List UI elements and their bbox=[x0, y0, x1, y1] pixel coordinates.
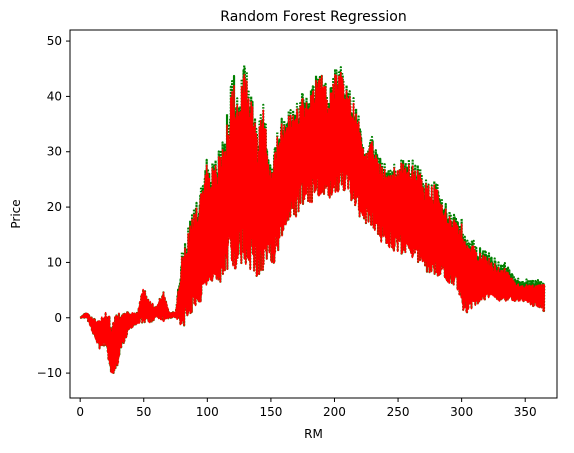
y-tick-label: 40 bbox=[47, 89, 62, 103]
y-tick-label: 20 bbox=[47, 200, 62, 214]
y-tick-label: −10 bbox=[37, 366, 62, 380]
series-predicted-line bbox=[79, 71, 546, 374]
x-tick-label: 350 bbox=[514, 405, 537, 419]
x-axis-label: RM bbox=[304, 427, 323, 441]
x-tick-label: 250 bbox=[387, 405, 410, 419]
y-tick-label: 30 bbox=[47, 145, 62, 159]
series-layer bbox=[79, 63, 546, 374]
y-tick-label: 0 bbox=[54, 311, 62, 325]
x-tick-label: 150 bbox=[259, 405, 282, 419]
x-tick-label: 100 bbox=[196, 405, 219, 419]
x-tick-label: 0 bbox=[76, 405, 84, 419]
chart-title: Random Forest Regression bbox=[220, 9, 406, 25]
plot-frame bbox=[69, 29, 558, 399]
y-tick-label: 50 bbox=[47, 34, 62, 48]
y-tick-label: 10 bbox=[47, 255, 62, 269]
axes-layer: 0 50 100 150 200 250 300 350 −10 0 10 20 30 40 50 bbox=[37, 29, 558, 419]
y-axis-label: Price bbox=[9, 199, 23, 228]
x-tick-label: 200 bbox=[323, 405, 346, 419]
x-tick-label: 50 bbox=[136, 405, 151, 419]
x-tick-label: 300 bbox=[450, 405, 473, 419]
